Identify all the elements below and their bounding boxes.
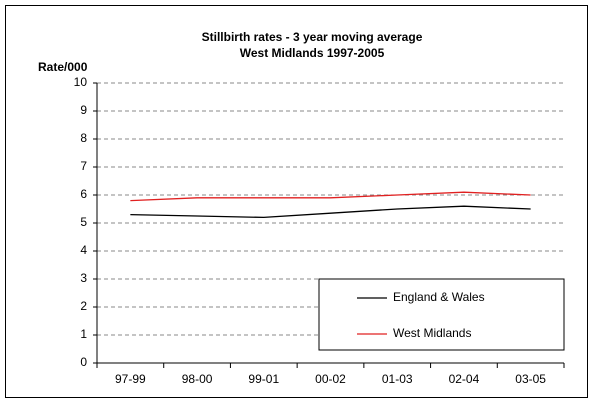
y-axis-label: Rate/000 bbox=[38, 60, 88, 74]
x-tick-label: 98-00 bbox=[182, 372, 213, 386]
y-tick-label: 3 bbox=[80, 271, 87, 285]
legend-label: West Midlands bbox=[393, 326, 471, 340]
legend-label: England & Wales bbox=[393, 290, 485, 304]
y-tick-label: 9 bbox=[80, 103, 87, 117]
x-tick-label: 01-03 bbox=[382, 372, 413, 386]
x-tick-label: 03-05 bbox=[515, 372, 546, 386]
x-tick-label: 97-99 bbox=[115, 372, 146, 386]
y-tick-label: 4 bbox=[80, 243, 87, 257]
y-tick-label: 2 bbox=[80, 299, 87, 313]
chart-subtitle: West Midlands 1997-2005 bbox=[240, 46, 385, 60]
legend-box bbox=[318, 278, 565, 351]
y-tick-label: 10 bbox=[74, 75, 88, 89]
y-tick-label: 0 bbox=[80, 355, 87, 369]
x-tick-label: 00-02 bbox=[315, 372, 346, 386]
x-tick-label: 02-04 bbox=[449, 372, 480, 386]
chart-title: Stillbirth rates - 3 year moving average bbox=[202, 30, 423, 44]
x-tick-label: 99-01 bbox=[248, 372, 279, 386]
y-tick-label: 6 bbox=[80, 187, 87, 201]
y-tick-label: 1 bbox=[80, 327, 87, 341]
y-tick-label: 5 bbox=[80, 215, 87, 229]
y-tick-label: 7 bbox=[80, 159, 87, 173]
series-line bbox=[130, 205, 531, 219]
series-line bbox=[130, 191, 531, 202]
y-tick-label: 8 bbox=[80, 131, 87, 145]
